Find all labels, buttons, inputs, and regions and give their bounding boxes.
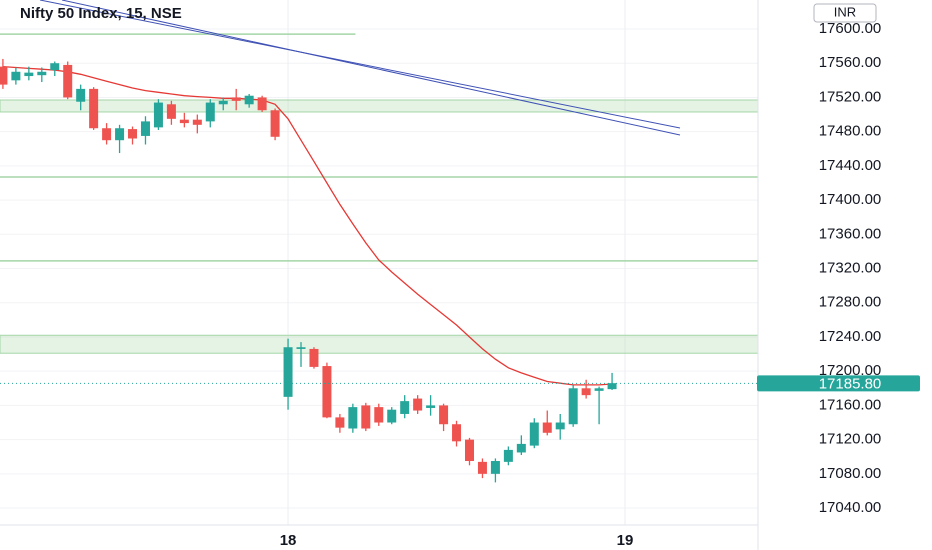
candle-body: [490, 461, 500, 474]
candle-body: [192, 119, 202, 125]
y-tick-label: 17440.00: [819, 157, 882, 174]
candle-body: [179, 119, 189, 124]
candle-body: [128, 129, 138, 139]
candle-body: [63, 64, 73, 98]
candle-body: [140, 121, 150, 136]
y-tick-label: 17120.00: [819, 431, 882, 448]
candle-body: [283, 347, 293, 397]
zone: [0, 99, 759, 113]
candle-body: [322, 366, 332, 418]
candle-body: [413, 398, 423, 411]
candle-body: [581, 388, 591, 396]
candle-body: [400, 401, 410, 414]
candle-body: [102, 128, 112, 141]
y-tick-label: 17240.00: [819, 328, 882, 345]
y-tick-label: 17600.00: [819, 20, 882, 37]
candle-body: [309, 348, 319, 367]
candle-body: [607, 383, 617, 390]
candle-body: [153, 102, 163, 128]
candle-body: [387, 409, 397, 423]
candle-body: [89, 88, 99, 129]
y-tick-label: 17160.00: [819, 396, 882, 413]
y-tick-label: 17360.00: [819, 225, 882, 242]
candle-body: [218, 100, 228, 105]
y-tick-label: 17520.00: [819, 88, 882, 105]
candle-body: [257, 97, 267, 111]
candle-body: [76, 88, 86, 102]
candle-body: [503, 449, 513, 462]
candle-body: [464, 439, 474, 462]
last-price-label: 17185.80: [819, 375, 882, 392]
candle-body: [568, 388, 578, 425]
currency-label[interactable]: INR: [834, 4, 856, 19]
candle-body: [205, 102, 215, 122]
candle-body: [166, 104, 176, 119]
candle-body: [270, 110, 280, 137]
y-tick-label: 17400.00: [819, 191, 882, 208]
candle-body: [24, 72, 34, 77]
candle-body: [439, 405, 449, 425]
candle-body: [516, 443, 526, 453]
candle-body: [0, 66, 8, 85]
candle-body: [477, 461, 487, 474]
candle-body: [555, 422, 565, 430]
currency-button[interactable]: [813, 3, 877, 23]
last-price-box: [757, 375, 920, 392]
candle-body: [37, 71, 47, 76]
candle-body: [452, 424, 462, 442]
chart-title: Nifty 50 Index, 15, NSE: [20, 5, 182, 22]
y-tick-label: 17280.00: [819, 294, 882, 311]
candle-body: [348, 407, 358, 429]
candle-body: [11, 71, 21, 81]
y-tick-label: 17080.00: [819, 465, 882, 482]
candle-body: [542, 422, 552, 433]
y-tick-label: 17560.00: [819, 54, 882, 71]
zone: [0, 334, 759, 354]
candle-body: [231, 97, 241, 101]
candle-body: [529, 422, 539, 446]
y-tick-label: 17040.00: [819, 499, 882, 516]
candle-body: [374, 407, 384, 423]
moving-average: [2, 65, 613, 386]
candle-body: [361, 405, 371, 429]
trend-line: [39, 0, 681, 129]
y-tick-label: 17200.00: [819, 362, 882, 379]
candle-body: [426, 405, 436, 408]
candle-body: [50, 63, 60, 71]
trend-line: [61, 0, 681, 136]
plot-area: [0, 0, 759, 525]
candle-body: [244, 95, 254, 105]
y-tick-label: 17480.00: [819, 123, 882, 140]
y-tick-label: 17320.00: [819, 259, 882, 276]
x-tick-label: 19: [617, 532, 634, 549]
candle-body: [594, 388, 604, 391]
x-tick-label: 18: [280, 532, 297, 549]
candle-body: [296, 347, 306, 349]
candle-body: [115, 128, 125, 141]
candle-body: [335, 417, 345, 428]
